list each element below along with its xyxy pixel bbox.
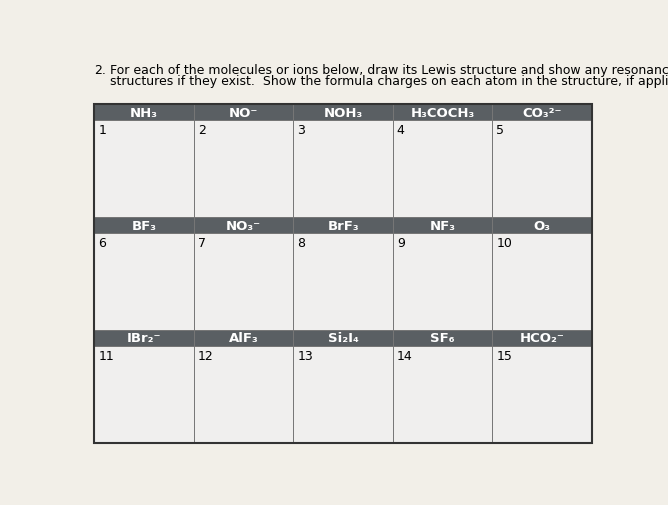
Text: AlF₃: AlF₃ — [228, 332, 259, 345]
Text: Si₂I₄: Si₂I₄ — [328, 332, 359, 345]
Text: 12: 12 — [198, 349, 214, 362]
Text: O₃: O₃ — [534, 219, 550, 232]
Text: 1: 1 — [98, 124, 106, 136]
Bar — [492, 233, 592, 331]
Bar — [94, 233, 194, 331]
Bar — [293, 331, 393, 346]
Bar — [492, 346, 592, 443]
Text: NOH₃: NOH₃ — [323, 107, 363, 119]
Text: 5: 5 — [496, 124, 504, 136]
Bar — [393, 121, 492, 218]
Text: SF₆: SF₆ — [430, 332, 455, 345]
Text: structures if they exist.  Show the formula charges on each atom in the structur: structures if they exist. Show the formu… — [110, 74, 668, 87]
Text: 2: 2 — [198, 124, 206, 136]
Text: IBr₂⁻: IBr₂⁻ — [127, 332, 162, 345]
Text: 7: 7 — [198, 236, 206, 249]
Bar — [293, 121, 393, 218]
Text: NF₃: NF₃ — [430, 219, 456, 232]
Bar — [194, 331, 293, 346]
Bar — [94, 218, 194, 233]
Text: 8: 8 — [297, 236, 305, 249]
Bar — [293, 233, 393, 331]
Bar — [194, 233, 293, 331]
Text: NH₃: NH₃ — [130, 107, 158, 119]
Bar — [492, 331, 592, 346]
Bar — [94, 346, 194, 443]
Text: BrF₃: BrF₃ — [327, 219, 359, 232]
Text: For each of the molecules or ions below, draw its Lewis structure and show any r: For each of the molecules or ions below,… — [110, 64, 668, 77]
Text: 14: 14 — [397, 349, 413, 362]
Bar — [94, 105, 194, 121]
Text: 3: 3 — [297, 124, 305, 136]
Text: HCO₂⁻: HCO₂⁻ — [520, 332, 564, 345]
Text: CO₃²⁻: CO₃²⁻ — [522, 107, 562, 119]
Bar — [492, 121, 592, 218]
Text: H₃COCH₃: H₃COCH₃ — [411, 107, 475, 119]
Bar — [492, 105, 592, 121]
Bar — [194, 105, 293, 121]
Bar — [293, 105, 393, 121]
Bar — [393, 346, 492, 443]
Bar — [293, 218, 393, 233]
Bar — [393, 218, 492, 233]
Text: 10: 10 — [496, 236, 512, 249]
Text: BF₃: BF₃ — [132, 219, 156, 232]
Text: 2.: 2. — [94, 64, 106, 77]
Bar — [94, 331, 194, 346]
Text: NO⁻: NO⁻ — [229, 107, 259, 119]
Text: 15: 15 — [496, 349, 512, 362]
Bar — [194, 346, 293, 443]
Text: 13: 13 — [297, 349, 313, 362]
Bar — [393, 233, 492, 331]
Bar — [293, 346, 393, 443]
Text: 9: 9 — [397, 236, 405, 249]
Bar — [393, 331, 492, 346]
Text: 6: 6 — [98, 236, 106, 249]
Text: 11: 11 — [98, 349, 114, 362]
Text: NO₃⁻: NO₃⁻ — [226, 219, 261, 232]
Bar — [393, 105, 492, 121]
Text: 4: 4 — [397, 124, 405, 136]
Bar — [94, 105, 592, 443]
Bar — [194, 218, 293, 233]
Bar — [492, 218, 592, 233]
Bar — [194, 121, 293, 218]
Bar — [94, 121, 194, 218]
